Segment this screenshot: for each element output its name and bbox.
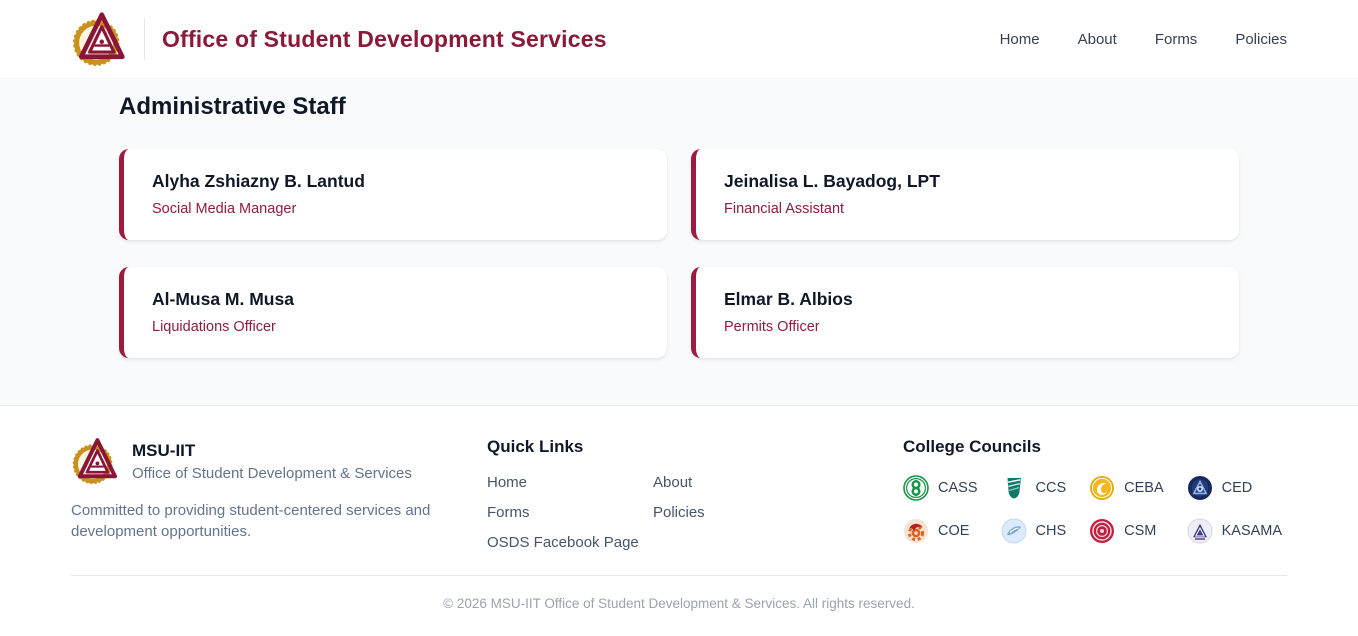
council-label: CASS xyxy=(938,480,978,496)
org-tagline: Committed to providing student-centered … xyxy=(71,502,431,540)
quick-links-heading: Quick Links xyxy=(487,437,584,456)
quick-links-list: Home About Forms Policies OSDS Facebook … xyxy=(487,474,903,551)
council-item-cass[interactable]: CASS xyxy=(903,475,978,501)
staff-card: Jeinalisa L. Bayadog, LPT Financial Assi… xyxy=(691,149,1239,240)
quick-link[interactable]: About xyxy=(653,474,693,491)
staff-name: Alyha Zshiazny B. Lantud xyxy=(152,171,365,191)
org-subtitle: Office of Student Development & Services xyxy=(132,464,412,482)
csm-council-logo-icon xyxy=(1089,518,1115,544)
msu-iit-seal-icon xyxy=(71,11,127,67)
council-item-ccs[interactable]: CCS xyxy=(1001,475,1067,501)
main-content: Administrative Staff Alyha Zshiazny B. L… xyxy=(0,79,1358,406)
staff-card: Elmar B. Albios Permits Officer xyxy=(691,267,1239,358)
brand[interactable]: Office of Student Development Services xyxy=(71,11,607,67)
council-item-ceba[interactable]: CEBA xyxy=(1089,475,1164,501)
staff-card: Alyha Zshiazny B. Lantud Social Media Ma… xyxy=(119,149,667,240)
quick-link[interactable]: OSDS Facebook Page xyxy=(487,534,639,551)
main-nav: Home About Forms Policies xyxy=(1000,31,1287,48)
copyright-text: © 2026 MSU-IIT Office of Student Develop… xyxy=(443,596,915,611)
staff-role: Social Media Manager xyxy=(152,201,297,217)
nav-link[interactable]: Policies xyxy=(1235,30,1287,48)
council-label: CSM xyxy=(1124,523,1157,539)
councils-grid: CASS CCS xyxy=(903,475,1287,544)
council-label: CEBA xyxy=(1124,480,1164,496)
council-label: COE xyxy=(938,523,970,539)
nav-link[interactable]: Forms xyxy=(1154,30,1198,48)
footer-councils-column: College Councils CASS xyxy=(903,437,1287,551)
council-label: CHS xyxy=(1035,523,1067,539)
staff-name: Jeinalisa L. Bayadog, LPT xyxy=(724,171,940,191)
nav-link[interactable]: Home xyxy=(999,30,1040,48)
council-label: CED xyxy=(1221,480,1253,496)
staff-role: Liquidations Officer xyxy=(152,319,276,335)
council-label: CCS xyxy=(1035,480,1067,496)
council-item-ced[interactable]: CED xyxy=(1187,475,1282,501)
staff-name: Al-Musa M. Musa xyxy=(152,289,294,309)
staff-role: Permits Officer xyxy=(724,319,820,335)
nav-link[interactable]: About xyxy=(1077,30,1117,48)
ccs-council-logo-icon xyxy=(1001,475,1027,501)
chs-council-logo-icon xyxy=(1001,518,1027,544)
brand-divider xyxy=(144,18,145,60)
coe-council-logo-icon xyxy=(903,518,929,544)
council-item-coe[interactable]: COE xyxy=(903,518,978,544)
council-item-csm[interactable]: CSM xyxy=(1089,518,1164,544)
council-label: KASAMA xyxy=(1221,523,1283,539)
staff-card: Al-Musa M. Musa Liquidations Officer xyxy=(119,267,667,358)
footer-org-column: MSU-IIT Office of Student Development & … xyxy=(71,437,487,551)
kasama-council-logo-icon xyxy=(1187,518,1213,544)
council-item-chs[interactable]: CHS xyxy=(1001,518,1067,544)
council-item-kasama[interactable]: KASAMA xyxy=(1187,518,1282,544)
section-heading: Administrative Staff xyxy=(119,93,346,120)
footer-divider xyxy=(71,575,1287,576)
ced-council-logo-icon xyxy=(1187,475,1213,501)
msu-iit-seal-icon xyxy=(71,437,119,485)
staff-role: Financial Assistant xyxy=(724,201,845,217)
ceba-council-logo-icon xyxy=(1089,475,1115,501)
staff-name: Elmar B. Albios xyxy=(724,289,853,309)
college-councils-heading: College Councils xyxy=(903,437,1041,456)
quick-link[interactable]: Home xyxy=(487,474,528,491)
page-title: Office of Student Development Services xyxy=(162,25,607,52)
cass-council-logo-icon xyxy=(903,475,929,501)
quick-link[interactable]: Policies xyxy=(653,504,705,521)
footer-quick-links-column: Quick Links Home About Forms Policies OS… xyxy=(487,437,903,551)
footer: MSU-IIT Office of Student Development & … xyxy=(0,406,1358,631)
header: Office of Student Development Services H… xyxy=(0,0,1358,79)
staff-card-grid: Alyha Zshiazny B. Lantud Social Media Ma… xyxy=(119,149,1239,358)
quick-link[interactable]: Forms xyxy=(487,504,530,521)
org-name: MSU-IIT xyxy=(132,440,196,460)
